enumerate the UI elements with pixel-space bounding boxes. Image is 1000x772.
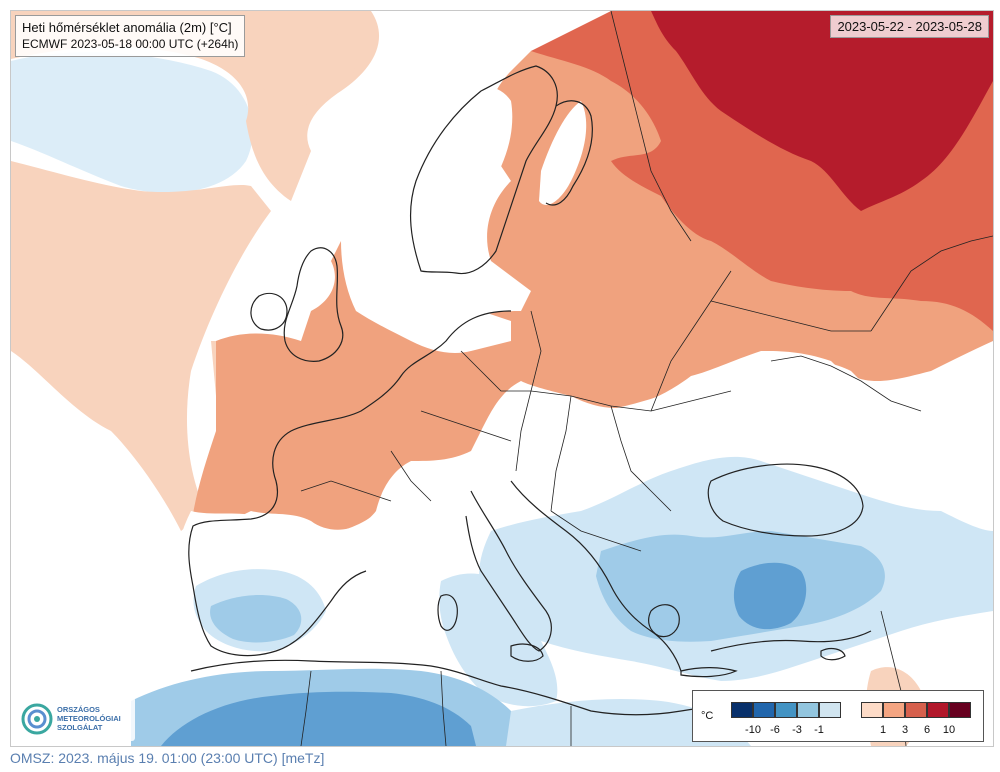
legend-cold-tick: -3	[792, 724, 802, 736]
footer-credit: OMSZ: 2023. május 19. 01:00 (23:00 UTC) …	[10, 750, 325, 766]
turkey-stronger-cool-core	[733, 562, 807, 630]
north-africa-strong-cool-area	[161, 691, 476, 746]
omsz-logo-icon	[21, 703, 53, 735]
logo-line-2: METEOROLÓGIAI	[57, 714, 121, 723]
model-run-label: ECMWF 2023-05-18 00:00 UTC (+264h)	[22, 37, 239, 51]
map-title-box: Heti hőmérséklet anomália (2m) [°C] ECMW…	[15, 15, 246, 57]
legend-warm-swatch	[905, 702, 927, 718]
legend-warm-tick: 10	[942, 724, 956, 736]
legend-cold-swatch	[731, 702, 753, 718]
legend-warm-swatch	[861, 702, 883, 718]
legend-warm-tick: 6	[923, 724, 931, 736]
bothnia-neutral-area	[539, 101, 587, 205]
mediterranean-cool-area	[439, 573, 558, 707]
legend-warm-tick: 3	[901, 724, 909, 736]
valid-period-label: 2023-05-22 - 2023-05-28	[830, 15, 989, 38]
legend-cold-swatch	[753, 702, 775, 718]
anomaly-map: Heti hőmérséklet anomália (2m) [°C] ECMW…	[10, 10, 994, 747]
logo-line-3: SZOLGÁLAT	[57, 723, 103, 732]
omsz-logo: ORSZÁGOS METEOROLÓGIAI SZOLGÁLAT	[17, 697, 135, 741]
legend-cold-swatch	[819, 702, 841, 718]
legend-cold-tick: -1	[814, 724, 824, 736]
logo-line-1: ORSZÁGOS	[57, 705, 100, 714]
legend-cold-swatch	[775, 702, 797, 718]
libya-cool-area	[506, 699, 751, 746]
legend-unit: °C	[701, 710, 714, 722]
legend-warm-swatch	[927, 702, 949, 718]
country-borders	[300, 11, 993, 746]
russia-strong-warm-core	[651, 11, 993, 211]
legend-warm-tick: 1	[879, 724, 887, 736]
legend-warm-swatch	[949, 702, 971, 718]
map-title: Heti hőmérséklet anomália (2m) [°C]	[22, 20, 232, 35]
north-sea-neutral-area	[341, 237, 511, 353]
color-legend: °C -10 -6 -3 -1 1 3 6 10	[692, 690, 984, 742]
north-atlantic-cool-area	[11, 52, 253, 193]
map-canvas	[11, 11, 993, 746]
atlantic-west-warm-area	[11, 161, 271, 531]
legend-cold-swatch	[797, 702, 819, 718]
iceland-warm-area	[249, 23, 357, 106]
legend-cold-tick: -6	[770, 724, 780, 736]
legend-cold-tick: -10	[745, 724, 761, 736]
scandinavia-neutral-area	[394, 85, 513, 277]
legend-warm-swatch	[883, 702, 905, 718]
coastlines	[188, 65, 872, 716]
iberia-moderate-cool-area	[210, 595, 302, 643]
